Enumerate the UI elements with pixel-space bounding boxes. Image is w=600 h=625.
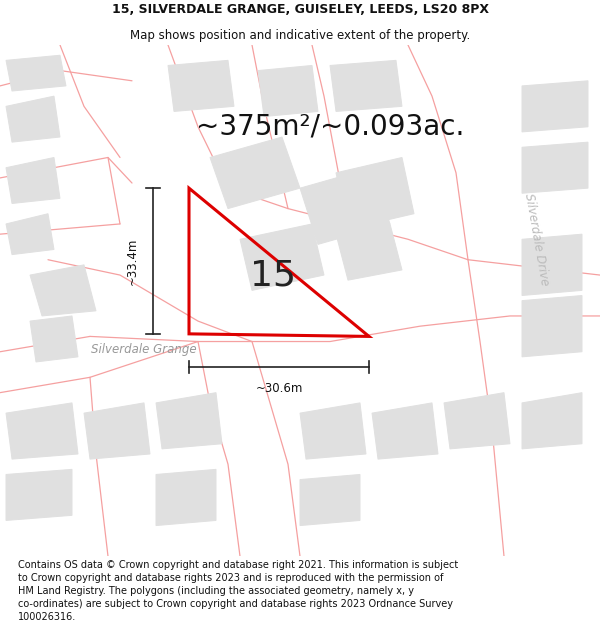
- Polygon shape: [6, 158, 60, 204]
- Text: Contains OS data © Crown copyright and database right 2021. This information is : Contains OS data © Crown copyright and d…: [18, 560, 458, 622]
- Text: 15: 15: [250, 259, 296, 293]
- Polygon shape: [156, 469, 216, 526]
- Polygon shape: [30, 265, 96, 316]
- Text: ~375m²/~0.093ac.: ~375m²/~0.093ac.: [196, 112, 464, 141]
- Text: Silverdale Drive: Silverdale Drive: [523, 192, 551, 286]
- Polygon shape: [522, 234, 582, 296]
- Polygon shape: [6, 96, 60, 142]
- Polygon shape: [156, 392, 222, 449]
- Text: 15, SILVERDALE GRANGE, GUISELEY, LEEDS, LS20 8PX: 15, SILVERDALE GRANGE, GUISELEY, LEEDS, …: [112, 3, 488, 16]
- Polygon shape: [336, 158, 414, 229]
- Polygon shape: [210, 137, 300, 209]
- Polygon shape: [6, 469, 72, 521]
- Polygon shape: [522, 81, 588, 132]
- Polygon shape: [300, 168, 390, 244]
- Polygon shape: [6, 403, 78, 459]
- Polygon shape: [444, 392, 510, 449]
- Polygon shape: [84, 403, 150, 459]
- Text: ~33.4m: ~33.4m: [125, 238, 139, 285]
- Polygon shape: [336, 224, 402, 280]
- Polygon shape: [522, 296, 582, 357]
- Polygon shape: [168, 61, 234, 111]
- Polygon shape: [6, 55, 66, 91]
- Polygon shape: [300, 403, 366, 459]
- Text: ~30.6m: ~30.6m: [256, 382, 302, 395]
- Polygon shape: [30, 316, 78, 362]
- Polygon shape: [240, 224, 324, 291]
- Polygon shape: [522, 142, 588, 193]
- Polygon shape: [372, 403, 438, 459]
- Polygon shape: [330, 61, 402, 111]
- Polygon shape: [522, 392, 582, 449]
- Polygon shape: [258, 66, 318, 117]
- Text: Silverdale Grange: Silverdale Grange: [91, 342, 197, 356]
- Polygon shape: [6, 214, 54, 254]
- Polygon shape: [300, 474, 360, 526]
- Text: Map shows position and indicative extent of the property.: Map shows position and indicative extent…: [130, 29, 470, 42]
